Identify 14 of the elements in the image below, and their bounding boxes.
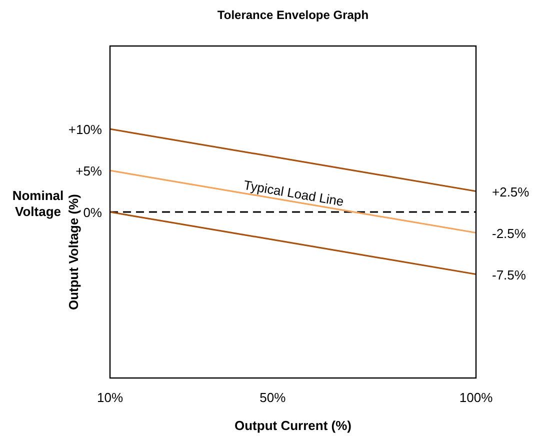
y-tick-label: +5% [76, 164, 102, 178]
y-tick-label: 0% [83, 205, 102, 220]
y-axis-title: Output Voltage (%) [66, 194, 81, 310]
x-tick-label: 50% [260, 390, 286, 405]
x-axis-title: Output Current (%) [234, 418, 352, 433]
y2-tick-label: +2.5% [492, 184, 530, 200]
chart-title: Tolerance Envelope Graph [217, 8, 369, 22]
text: Typical Load Line [242, 177, 345, 210]
y-tick-label: +10% [68, 122, 102, 137]
y2-tick-label: -7.5% [492, 267, 526, 282]
y2-tick-label: -2.5% [492, 226, 526, 241]
x-tick-label: 100% [459, 390, 494, 405]
text: Nominal Voltage [12, 188, 64, 219]
x-tick-label: 10% [96, 390, 124, 405]
